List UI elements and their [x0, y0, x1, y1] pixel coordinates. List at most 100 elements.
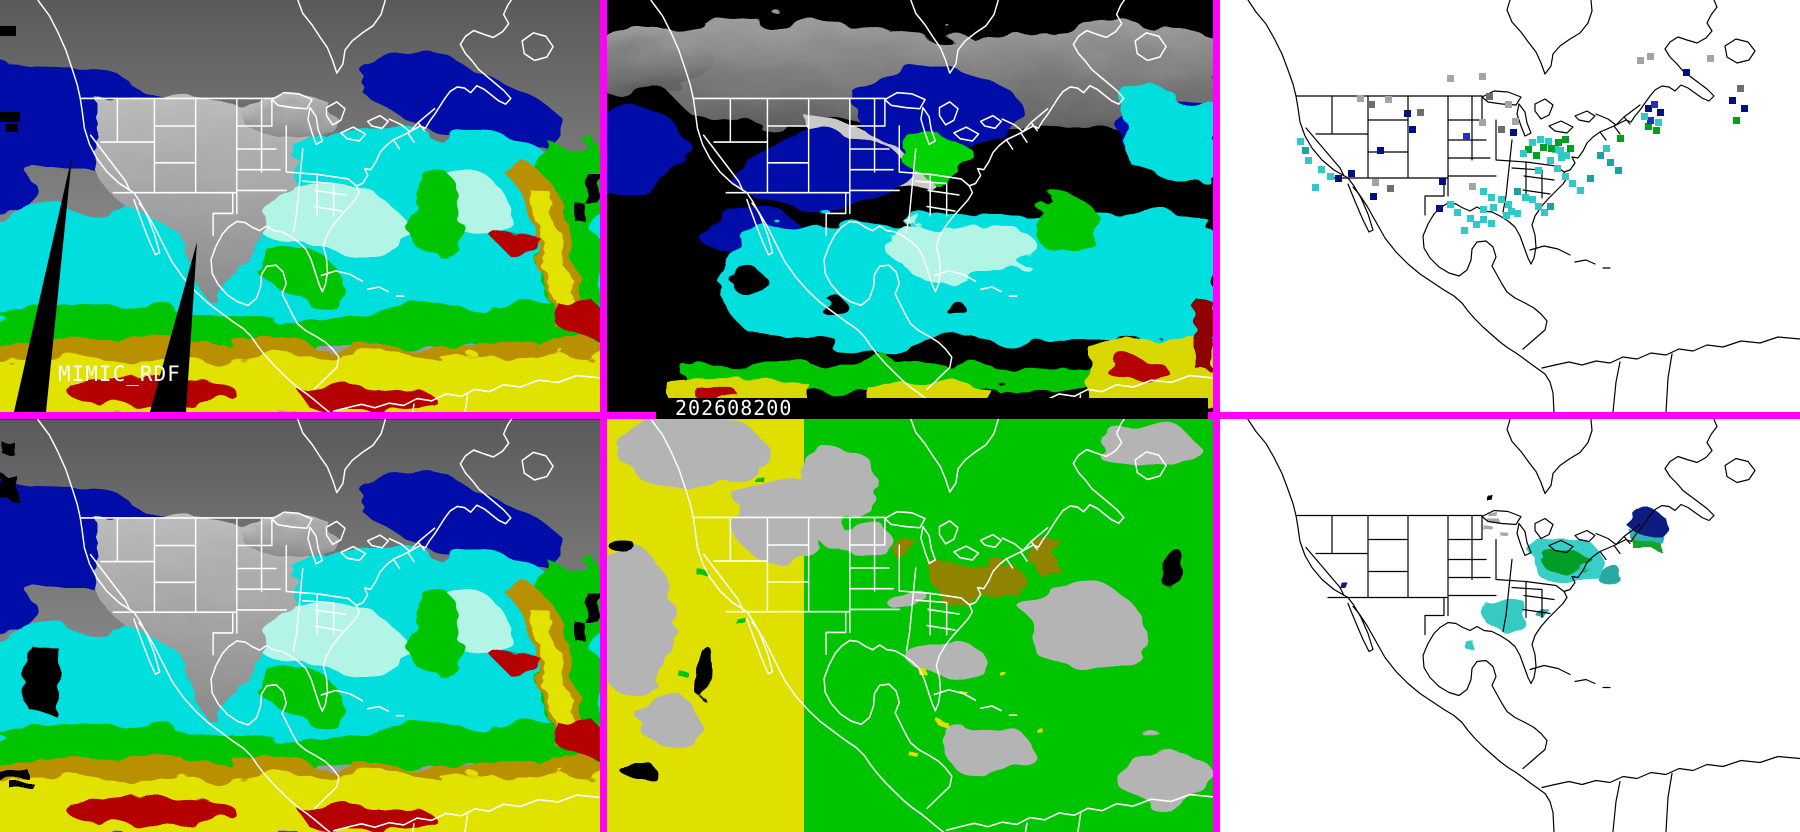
- gps-site-dot: [1348, 170, 1355, 177]
- gps-site-dot: [1514, 210, 1521, 217]
- gps-site-dot: [1297, 138, 1304, 145]
- gps-sites-map: [1220, 0, 1800, 412]
- gps-site-dot: [1469, 183, 1476, 190]
- panel-goes-ew: GOES_E/W: [607, 0, 1213, 412]
- gps-site-dot: [1505, 201, 1512, 208]
- mimic-rdf-label: MIMIC_RDF: [58, 362, 181, 386]
- gps-site-dot: [1653, 127, 1660, 134]
- gps-extrap-patch: [1482, 597, 1529, 629]
- gps-site-dot: [1645, 105, 1652, 112]
- btpw-image: [0, 419, 600, 832]
- gps-site-dot: [1555, 139, 1562, 146]
- gps-site-dot: [1404, 110, 1411, 117]
- gps-site-dot: [1372, 179, 1379, 186]
- gps-site-dot: [1503, 212, 1510, 219]
- gps-site-dot: [1657, 109, 1664, 116]
- gps-extrap-patch: [1487, 495, 1493, 501]
- gps-extrap-patch: [1635, 535, 1663, 544]
- gps-site-dot: [1577, 187, 1584, 194]
- gps-site-dot: [1567, 145, 1574, 152]
- gps-site-dot: [1540, 144, 1547, 151]
- gps-site-dot: [1533, 152, 1540, 159]
- gps-site-dot: [1729, 97, 1736, 104]
- gps-site-dot: [1547, 203, 1554, 210]
- gps-site-dot: [1498, 126, 1505, 133]
- gps-site-dot: [1647, 117, 1654, 124]
- gps-site-dot: [1617, 135, 1624, 142]
- gps-site-dot: [1707, 55, 1714, 62]
- gps-site-dot: [1461, 227, 1468, 234]
- gps-site-dot: [1641, 113, 1648, 120]
- gps-extrap-patch: [1487, 517, 1498, 522]
- gps-site-dot: [1368, 101, 1375, 108]
- gps-site-dot: [1480, 188, 1487, 195]
- missing-data-patches: [0, 439, 60, 793]
- gps-extrap-patch: [1467, 641, 1474, 651]
- gps-extrap-patch: [1342, 582, 1348, 590]
- panel-gps-extrap: GPS_Extrap: [1220, 419, 1800, 832]
- panel-gps-sites: GPS Sites182: [1220, 0, 1800, 412]
- gps-site-dot: [1603, 145, 1610, 152]
- gps-site-dot: [1510, 129, 1517, 136]
- gps-extrap-patch: [1541, 607, 1547, 621]
- gps-site-dot: [1514, 188, 1521, 195]
- gps-extrap-patch: [1636, 543, 1661, 552]
- gps-site-dot: [1447, 201, 1454, 208]
- gps-site-dot: [1357, 95, 1364, 102]
- gps-site-dot: [1377, 147, 1384, 154]
- gps-site-dot: [1529, 139, 1536, 146]
- gps-site-dot: [1607, 159, 1614, 166]
- gps-site-dot: [1525, 146, 1532, 153]
- timestamp-text: 202608200: [675, 396, 793, 420]
- gps-site-dot: [1486, 93, 1493, 100]
- gps-site-dot: [1370, 193, 1377, 200]
- gps-site-dot: [1637, 57, 1644, 64]
- gps-site-dot: [1529, 196, 1536, 203]
- gps-site-dot: [1488, 220, 1495, 227]
- gps-site-dot: [1473, 221, 1480, 228]
- gps-site-dot: [1548, 145, 1555, 152]
- gps-site-dot: [1508, 208, 1515, 215]
- gps-site-dot: [1305, 157, 1312, 164]
- gps-site-dot: [1488, 194, 1495, 201]
- gps-extrap-patches: [1342, 495, 1666, 651]
- gps-extrap-patch: [1633, 511, 1666, 540]
- gps-site-dot: [1645, 123, 1652, 130]
- gps-site-dot: [1505, 101, 1512, 108]
- gps-site-dot: [1541, 209, 1548, 216]
- gps-site-dot: [1562, 173, 1569, 180]
- gps-extrap-map: [1220, 419, 1800, 832]
- gps-site-dot: [1558, 154, 1565, 161]
- gps-site-dot: [1741, 105, 1748, 112]
- gps-site-markers: [1297, 53, 1748, 234]
- gps-site-dot: [1554, 165, 1561, 172]
- gps-site-dot: [1409, 126, 1416, 133]
- gps-site-dot: [1436, 205, 1443, 212]
- gps-site-dot: [1520, 150, 1527, 157]
- gps-site-dot: [1537, 136, 1544, 143]
- gps-site-dot: [1490, 204, 1497, 211]
- panel-mimic-rdf: MIMIC_RDF: [0, 0, 600, 412]
- timestamp-bar: 202608200: [656, 398, 1208, 419]
- gps-site-dot: [1615, 167, 1622, 174]
- gps-site-dot: [1522, 194, 1529, 201]
- gps-site-dot: [1480, 216, 1487, 223]
- gps-site-dot: [1479, 73, 1486, 80]
- gps-site-dot: [1479, 119, 1486, 126]
- gps-site-dot: [1312, 184, 1319, 191]
- gps-site-dot: [1318, 166, 1325, 173]
- panel-data-source-code: Data_Source_Code: [607, 419, 1213, 832]
- gps-site-dot: [1302, 147, 1309, 154]
- gps-site-dot: [1737, 85, 1744, 92]
- gps-site-dot: [1569, 180, 1576, 187]
- gps-site-dot: [1563, 152, 1570, 159]
- gps-extrap-patch: [1483, 525, 1492, 530]
- mimic-rdf-image: [0, 0, 600, 412]
- gps-site-dot: [1547, 157, 1554, 164]
- gps-extrap-patch: [1499, 530, 1506, 535]
- gps-site-dot: [1439, 178, 1446, 185]
- gps-site-dot: [1587, 175, 1594, 182]
- gps-site-dot: [1327, 173, 1334, 180]
- gps-site-dot: [1733, 117, 1740, 124]
